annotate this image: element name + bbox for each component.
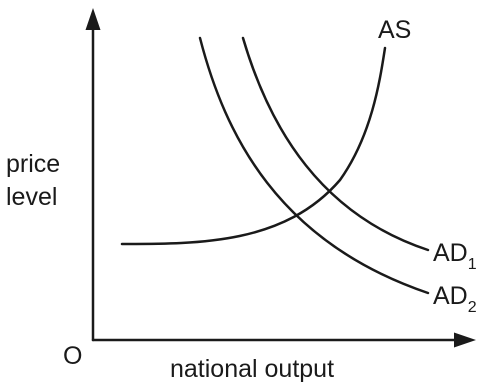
ad1-label: AD1: [433, 239, 477, 273]
x-axis-label: national output: [170, 355, 334, 383]
y-axis-arrowhead: [86, 8, 101, 30]
y-axis-label-line1: price: [6, 150, 60, 178]
ad2-label: AD2: [433, 282, 477, 316]
origin-label: O: [63, 342, 82, 370]
x-axis-arrowhead: [454, 333, 476, 348]
as-curve: [122, 48, 385, 244]
ad2-label-base: AD: [433, 282, 468, 310]
ad1-label-subscript: 1: [468, 256, 477, 273]
y-axis-label-line2: level: [6, 183, 57, 211]
ad1-label-base: AD: [433, 239, 468, 267]
ad2-curve: [200, 38, 428, 293]
ad2-label-subscript: 2: [468, 299, 477, 316]
ad1-curve: [243, 38, 428, 250]
as-label: AS: [378, 16, 411, 44]
